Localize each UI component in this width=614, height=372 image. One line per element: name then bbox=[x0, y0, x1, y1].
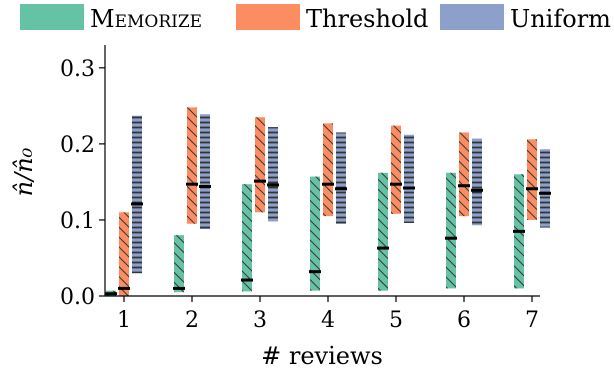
x-tick-label: 7 bbox=[525, 308, 539, 333]
bar-hatch-uniform-5 bbox=[404, 134, 414, 223]
x-tick-label: 2 bbox=[185, 308, 199, 333]
legend-item-uniform: Uniform bbox=[440, 4, 611, 33]
legend-label-threshold: Threshold bbox=[306, 5, 428, 33]
legend-swatch-uniform bbox=[440, 4, 504, 30]
bar-hatch-uniform-3 bbox=[268, 127, 278, 222]
bar-hatch-uniform-2 bbox=[200, 114, 210, 230]
legend-item-memorize: Memorize bbox=[20, 4, 202, 33]
bar-hatch-memorize-6 bbox=[446, 172, 456, 289]
bar-hatch-uniform-1 bbox=[132, 115, 142, 274]
y-tick-label: 0.2 bbox=[60, 133, 95, 158]
legend-swatch-threshold bbox=[236, 4, 300, 30]
legend: Memorize Threshold Uniform bbox=[20, 4, 611, 33]
x-tick-label: 6 bbox=[457, 308, 471, 333]
bar-hatch-threshold-7 bbox=[527, 139, 537, 220]
bar-hatch-memorize-5 bbox=[378, 172, 388, 291]
bar-hatch-memorize-2 bbox=[174, 235, 184, 293]
bar-hatch-threshold-6 bbox=[459, 132, 469, 217]
y-tick-label: 0.1 bbox=[60, 209, 95, 234]
legend-item-threshold: Threshold bbox=[236, 4, 428, 33]
bar-hatch-uniform-6 bbox=[472, 138, 482, 226]
x-axis-label: # reviews bbox=[261, 342, 383, 370]
y-axis-ticks: 0.0 0.1 0.2 0.3 bbox=[60, 57, 105, 310]
x-tick-label: 3 bbox=[253, 308, 267, 333]
bar-hatch-threshold-3 bbox=[255, 117, 265, 213]
bar-hatch-threshold-5 bbox=[391, 125, 401, 214]
x-tick-label: 1 bbox=[117, 308, 131, 333]
x-tick-label: 4 bbox=[321, 308, 335, 333]
x-axis-ticks: 1 2 3 4 5 6 7 bbox=[117, 296, 539, 333]
x-tick-label: 5 bbox=[389, 308, 403, 333]
plot-area bbox=[105, 107, 551, 296]
y-tick-label: 0.3 bbox=[60, 57, 95, 82]
y-axis-label: n̂/n̂₀ bbox=[10, 147, 38, 196]
bar-hatch-threshold-2 bbox=[187, 107, 197, 224]
bar-hatch-threshold-1 bbox=[119, 212, 129, 296]
legend-label-memorize: Memorize bbox=[90, 5, 202, 33]
bar-hatch-uniform-7 bbox=[540, 149, 550, 228]
bar-hatch-memorize-3 bbox=[242, 184, 252, 292]
bar-hatch-memorize-4 bbox=[310, 176, 320, 291]
y-tick-label: 0.0 bbox=[60, 285, 95, 310]
bar-hatch-threshold-4 bbox=[323, 123, 333, 217]
legend-swatch-memorize bbox=[20, 4, 84, 30]
legend-label-uniform: Uniform bbox=[510, 5, 611, 33]
bar-hatch-uniform-4 bbox=[336, 132, 346, 224]
